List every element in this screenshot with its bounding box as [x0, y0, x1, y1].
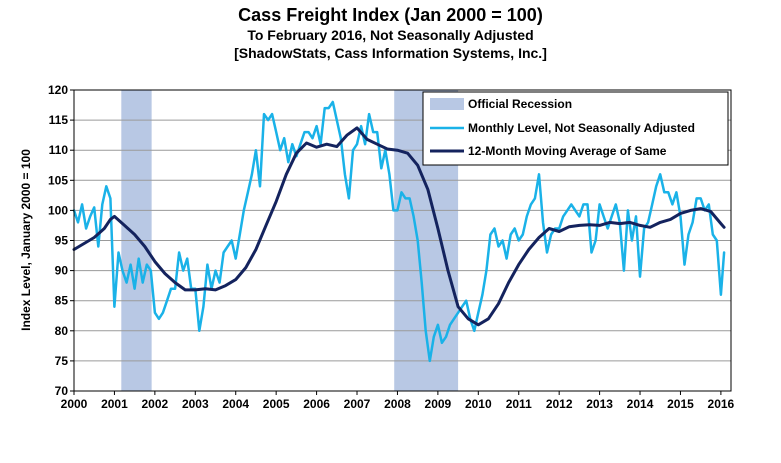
x-tick-label: 2012 — [546, 397, 573, 411]
chart-source: [ShadowStats, Cass Information Systems, … — [234, 45, 547, 61]
series-lines — [72, 100, 726, 363]
y-tick-label: 85 — [55, 294, 69, 308]
legend: Official Recession Monthly Level, Not Se… — [422, 91, 729, 166]
x-tick-label: 2011 — [506, 397, 532, 411]
y-tick-label: 100 — [48, 203, 68, 217]
x-tick-label: 2005 — [263, 397, 290, 411]
legend-label-monthly: Monthly Level, Not Seasonally Adjusted — [468, 121, 695, 135]
x-tick-label: 2002 — [142, 397, 169, 411]
x-tick-label: 2014 — [627, 397, 654, 411]
x-tick-label: 2004 — [222, 397, 249, 411]
x-tick-label: 2016 — [708, 397, 735, 411]
chart-title: Cass Freight Index (Jan 2000 = 100) — [238, 5, 543, 25]
x-tick-label: 2003 — [182, 397, 209, 411]
legend-box — [422, 91, 729, 166]
x-tick-label: 2009 — [425, 397, 452, 411]
x-tick-label: 2015 — [667, 397, 694, 411]
y-tick-label: 105 — [48, 173, 68, 187]
x-axis-ticks: 2000 2001 2002 2003 2004 2005 2006 2007 2008 2009… — [61, 391, 735, 411]
y-tick-label: 110 — [49, 143, 69, 157]
x-tick-label: 2013 — [586, 397, 613, 411]
y-tick-label: 80 — [55, 324, 69, 338]
y-tick-label: 70 — [55, 384, 69, 398]
x-tick-label: 2006 — [303, 397, 330, 411]
title-block: Cass Freight Index (Jan 2000 = 100) To F… — [0, 4, 781, 62]
y-tick-label: 95 — [55, 234, 69, 248]
y-axis-ticks: 70 75 80 85 90 95 100 105 110 115 120 — [48, 83, 74, 398]
legend-label-recession: Official Recession — [468, 97, 572, 111]
x-tick-label: 2008 — [384, 397, 411, 411]
y-tick-label: 75 — [55, 354, 69, 368]
series-monthly-line — [72, 100, 726, 363]
gridlines — [74, 119, 731, 362]
legend-swatch-recession — [430, 98, 464, 110]
x-tick-label: 2010 — [465, 397, 492, 411]
series-moving-average-line — [72, 126, 726, 327]
x-tick-label: 2001 — [101, 397, 128, 411]
legend-label-average: 12-Month Moving Average of Same — [468, 144, 667, 158]
x-tick-label: 2007 — [344, 397, 371, 411]
x-tick-label: 2000 — [61, 397, 88, 411]
chart-subtitle: To February 2016, Not Seasonally Adjuste… — [247, 27, 534, 43]
y-tick-label: 90 — [55, 264, 69, 278]
y-tick-label: 115 — [49, 113, 69, 127]
y-tick-label: 120 — [48, 83, 68, 97]
y-axis-label: Index Level, January 2000 = 100 — [19, 149, 33, 331]
